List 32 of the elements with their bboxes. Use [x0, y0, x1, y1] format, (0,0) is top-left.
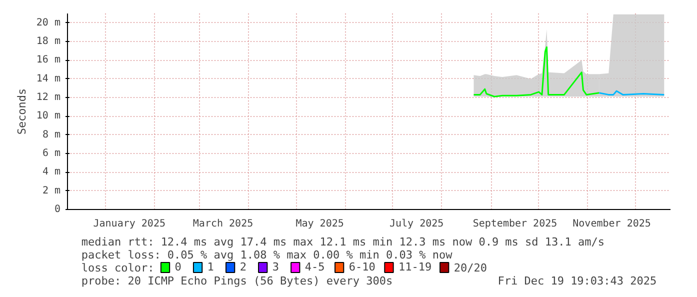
y-tick-label: 0	[54, 204, 61, 215]
y-tick-label: 4 m	[42, 166, 60, 178]
x-tick-label: January 2025	[93, 218, 166, 230]
x-tick-label: July 2025	[390, 218, 444, 230]
y-tick-label: 20 m	[36, 17, 61, 28]
x-tick-label: March 2025	[192, 218, 254, 230]
legend-title: loss color:	[81, 262, 154, 274]
y-tick-label: 8 m	[42, 129, 60, 140]
legend-label: 1	[207, 260, 214, 274]
y-tick-label: 2 m	[42, 185, 60, 196]
legend-label: 3	[272, 260, 279, 274]
y-tick-label: 10 m	[36, 110, 61, 122]
legend-label: 4-5	[304, 260, 325, 274]
y-tick-label: 6 m	[42, 148, 60, 159]
line-series	[472, 46, 600, 98]
legend-label: 11-19	[398, 260, 432, 274]
legend-label: 20/20	[454, 262, 487, 274]
legend-label: 6-10	[348, 260, 376, 274]
y-tick-label: 18 m	[36, 36, 61, 47]
y-tick-label: 12 m	[36, 92, 61, 103]
y-axis-title: Seconds	[15, 88, 28, 135]
x-tick-label: May 2025	[296, 218, 344, 230]
y-tick-label: 14 m	[36, 73, 61, 84]
x-tick-label: September 2025	[472, 218, 558, 230]
y-tick-label: 16 m	[36, 54, 61, 66]
text: probe: 20 ICMP Echo Pings (56 Bytes) every 300s	[81, 274, 393, 288]
legend-label: 2	[240, 260, 246, 274]
text: packet loss: 0.05 % avg 1.08 % max 0.00 % min 0.03 % now	[81, 248, 453, 262]
x-tick-label: November 2025	[572, 218, 651, 230]
text: Fri Dec 19 19:03:43 2025	[498, 274, 657, 288]
text: median rtt: 12.4 ms avg 17.4 ms max 12.1 ms min 12.3 ms now 0.9 ms sd 13.1 am/s	[81, 236, 605, 248]
legend-label: 0	[174, 260, 182, 274]
